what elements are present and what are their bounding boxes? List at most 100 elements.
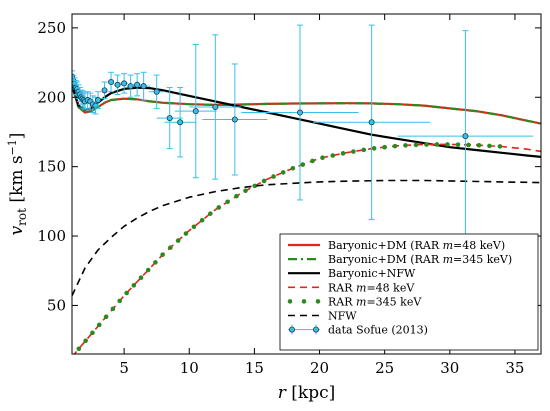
legend-label: RAR m=345 keV [328, 295, 422, 308]
dot-marker [131, 283, 137, 288]
dot-marker [225, 199, 230, 205]
x-tick-label: 10 [180, 359, 199, 377]
dot-marker [124, 290, 129, 296]
legend-sample-marker [288, 326, 295, 333]
data-point [462, 133, 469, 140]
dot-marker [160, 252, 165, 258]
dot-marker [76, 346, 82, 352]
x-tick-label: 35 [505, 359, 524, 377]
dot-marker [191, 224, 197, 230]
dot-marker [280, 170, 286, 175]
dot-marker [300, 162, 306, 167]
dot-marker [90, 330, 95, 336]
data-point [153, 88, 160, 95]
data-point [108, 79, 115, 86]
dot-marker [243, 188, 248, 194]
x-tick-label: 15 [245, 359, 264, 377]
dot-marker [320, 155, 325, 160]
data-point [192, 108, 199, 115]
dot-marker [413, 142, 419, 148]
dot-marker [199, 217, 205, 223]
data-point [368, 119, 375, 126]
dot-marker [70, 354, 75, 359]
dot-marker [252, 183, 258, 189]
y-tick-label: 200 [37, 88, 66, 106]
dot-marker [168, 245, 173, 250]
dot-marker [103, 314, 109, 320]
dot-marker [261, 178, 267, 184]
x-tick-label: 20 [310, 359, 329, 377]
dot-marker [110, 306, 116, 312]
data-point [166, 115, 173, 122]
y-tick-label: 50 [47, 296, 66, 314]
series-2-line [72, 84, 541, 158]
dot-marker [455, 142, 461, 147]
series-5-line [72, 179, 541, 297]
x-tick-label: 30 [440, 359, 459, 377]
dot-marker [382, 144, 387, 150]
legend: Baryonic+DM (RAR m=48 keV)Baryonic+DM (R… [279, 233, 539, 351]
legend-label: data Sofue (2013) [328, 324, 428, 337]
axis-ticks: 5 10 15 20 25 30 35 50 100 150 200 250 [37, 14, 541, 377]
dot-marker [340, 151, 346, 156]
dot-marker [153, 260, 158, 265]
legend-label: Baryonic+DM (RAR m=345 keV) [328, 253, 512, 266]
dot-marker [330, 153, 336, 158]
data-point [177, 119, 184, 126]
data-point [95, 97, 102, 104]
dot-marker [445, 142, 450, 147]
legend-label: RAR m=48 keV [328, 281, 415, 294]
dot-marker [290, 165, 296, 171]
legend-label: NFW [328, 310, 357, 323]
dot-marker [271, 174, 276, 179]
dot-marker [138, 275, 144, 280]
dot-marker [117, 298, 123, 304]
plot-area [70, 24, 541, 359]
data-point [296, 109, 303, 116]
series-1-line [72, 85, 541, 125]
dot-marker [392, 143, 398, 149]
dot-marker [145, 267, 151, 273]
dot-marker [83, 338, 88, 344]
rar-345-dots [70, 142, 503, 359]
data-point [114, 81, 121, 88]
x-tick-label: 5 [119, 359, 129, 377]
plot-frame [71, 13, 542, 355]
x-tick-label: 25 [375, 359, 394, 377]
legend-box [279, 233, 539, 351]
data-point [101, 87, 108, 94]
dot-marker [351, 149, 356, 154]
dot-marker [208, 211, 213, 216]
legend-sample-dot [301, 299, 307, 304]
dot-marker [476, 143, 482, 148]
dot-marker [175, 238, 181, 243]
dot-marker [434, 142, 440, 147]
legend-sample-marker [312, 326, 319, 333]
data-point [212, 103, 219, 110]
dot-marker [466, 142, 471, 148]
legend-sample-dot [287, 299, 293, 304]
data-point [92, 102, 99, 109]
legend-label: Baryonic+DM (RAR m=48 keV) [328, 239, 505, 252]
data-point [140, 83, 147, 90]
dot-marker [183, 231, 189, 236]
x-axis-label: r [kpc] [278, 383, 336, 403]
dot-marker [403, 143, 408, 148]
dot-marker [234, 193, 239, 199]
dot-marker [424, 142, 429, 147]
dot-marker [310, 158, 315, 164]
dot-marker [371, 146, 377, 151]
dot-marker [361, 147, 367, 153]
dot-marker [497, 144, 503, 149]
data-point [121, 80, 128, 87]
data-point [231, 116, 238, 123]
dot-marker [216, 205, 222, 210]
dot-marker [487, 143, 492, 149]
y-tick-label: 150 [37, 158, 66, 176]
legend-sample-dot [315, 299, 321, 304]
data-sofue-errorbars [72, 24, 534, 243]
y-tick-label: 250 [37, 19, 66, 37]
series-0-line [72, 85, 541, 125]
data-point [127, 83, 134, 90]
